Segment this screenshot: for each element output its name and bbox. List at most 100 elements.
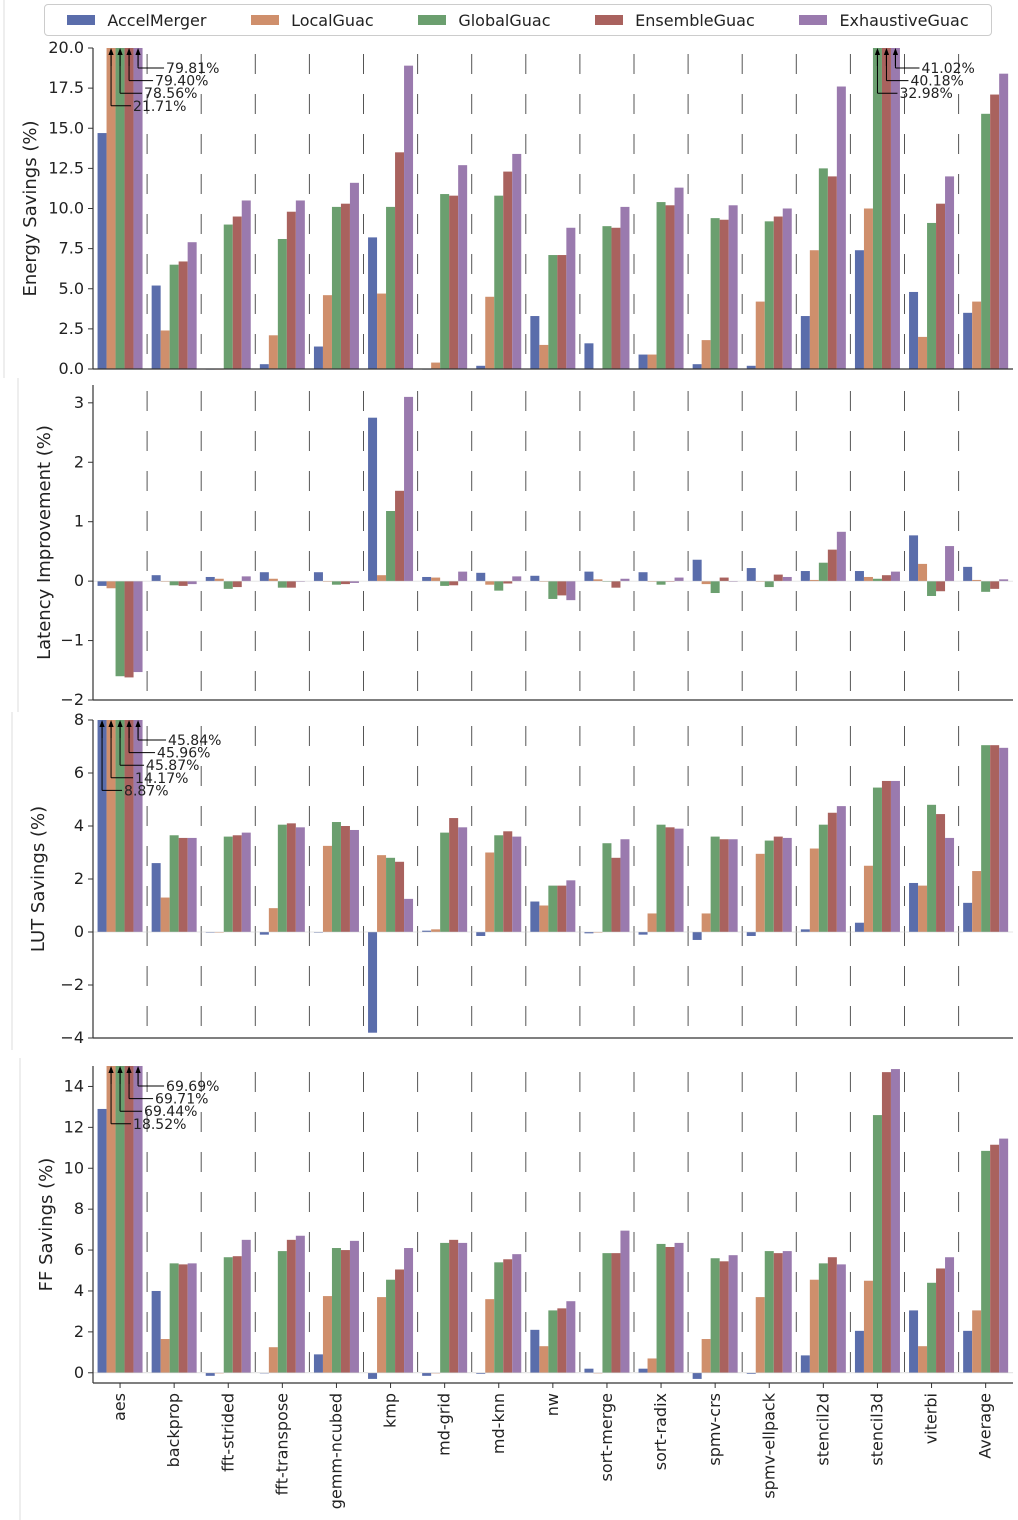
bar	[115, 581, 125, 677]
bar	[701, 340, 711, 369]
bar	[530, 575, 540, 582]
bar	[674, 1242, 684, 1373]
bar	[827, 549, 837, 582]
bar	[368, 237, 378, 369]
bar	[872, 578, 882, 582]
bar	[557, 581, 567, 596]
bar	[377, 293, 387, 369]
legend-swatch	[251, 15, 280, 25]
legend-item: ExhaustiveGuac	[799, 10, 969, 30]
bar	[205, 576, 215, 582]
bar	[557, 885, 567, 932]
x-tick-label: md-grid	[435, 1393, 454, 1456]
clip-arrowhead	[108, 1066, 114, 1073]
y-tick-label: 12.5	[48, 158, 84, 177]
bar	[872, 1115, 882, 1373]
bar	[422, 930, 432, 932]
bar	[773, 574, 783, 582]
bar	[395, 490, 405, 582]
bar	[872, 48, 882, 369]
bar	[277, 238, 287, 369]
bar	[999, 579, 1009, 582]
bar	[881, 48, 891, 369]
legend-swatch	[418, 15, 447, 25]
bar	[927, 804, 937, 932]
bar	[620, 839, 630, 932]
bar	[701, 913, 711, 932]
bar	[728, 1255, 738, 1373]
bar	[945, 1257, 955, 1373]
y-tick-label: 8	[74, 1199, 84, 1218]
bar	[512, 1254, 522, 1373]
bar	[611, 857, 621, 932]
annotation-label: 14.17%	[135, 771, 188, 787]
bar	[647, 1358, 657, 1373]
bar	[963, 902, 973, 932]
bar	[809, 848, 819, 932]
bar	[458, 1242, 468, 1373]
bar	[313, 346, 323, 369]
bar	[566, 880, 576, 932]
bar	[530, 316, 540, 369]
bar	[494, 195, 504, 369]
bar	[936, 1268, 946, 1373]
bar	[512, 836, 522, 932]
bar	[936, 581, 946, 592]
bar	[548, 885, 558, 932]
annotation-label: 32.98%	[899, 86, 952, 102]
x-tick-label: md-knn	[489, 1393, 508, 1454]
y-tick-label: −2	[60, 975, 84, 994]
y-tick-label: 2	[74, 452, 84, 471]
bar	[719, 219, 729, 369]
x-tick-label: fft-transpose	[272, 1393, 291, 1495]
annotation-label: 41.02%	[921, 61, 974, 77]
chart-panel: 0.0 2.5 5.0 7.5 10.0 12.5 15.0 17.5 20.0 Energy S…	[3, 0, 1013, 378]
bar	[286, 1239, 296, 1373]
bar	[719, 839, 729, 932]
bar	[530, 1329, 540, 1373]
bar	[106, 1066, 116, 1373]
bar	[259, 1372, 269, 1374]
bar	[133, 581, 143, 673]
bar	[377, 855, 387, 932]
bar	[404, 65, 414, 369]
bar	[377, 575, 387, 582]
bar	[169, 835, 179, 932]
bar	[863, 208, 873, 369]
annotation-label: 40.18%	[910, 74, 963, 90]
bar	[566, 1301, 576, 1373]
bar	[963, 1330, 973, 1373]
bar	[178, 581, 188, 586]
bar	[665, 1246, 675, 1373]
bar	[999, 1138, 1009, 1373]
bar	[223, 224, 233, 369]
legend-item: GlobalGuac	[418, 11, 551, 30]
bar	[349, 1240, 359, 1373]
bar	[701, 1339, 711, 1373]
clip-arrowhead	[135, 1066, 141, 1073]
clip-arrowhead	[874, 48, 881, 55]
bar	[620, 578, 630, 582]
bar	[981, 1150, 991, 1373]
bar	[602, 843, 612, 932]
bar	[584, 1368, 594, 1373]
bar	[106, 581, 116, 589]
bar	[476, 365, 486, 369]
bar	[782, 576, 792, 582]
y-tick-label: 10	[64, 1158, 84, 1177]
bar	[999, 73, 1009, 370]
bar	[602, 226, 612, 369]
bar	[818, 824, 828, 932]
bar	[169, 1263, 179, 1373]
clip-arrowhead	[117, 1066, 123, 1073]
x-tick-label: fft-strided	[218, 1393, 237, 1472]
bar	[512, 576, 522, 582]
bar	[764, 221, 774, 369]
bar	[322, 845, 332, 932]
legend-swatch	[67, 15, 96, 25]
bar	[377, 1297, 387, 1373]
annotation-label: 18.52%	[133, 1117, 186, 1133]
legend-label: ExhaustiveGuac	[839, 10, 969, 30]
y-tick-label: 5.0	[59, 279, 84, 298]
bar	[764, 1251, 774, 1373]
